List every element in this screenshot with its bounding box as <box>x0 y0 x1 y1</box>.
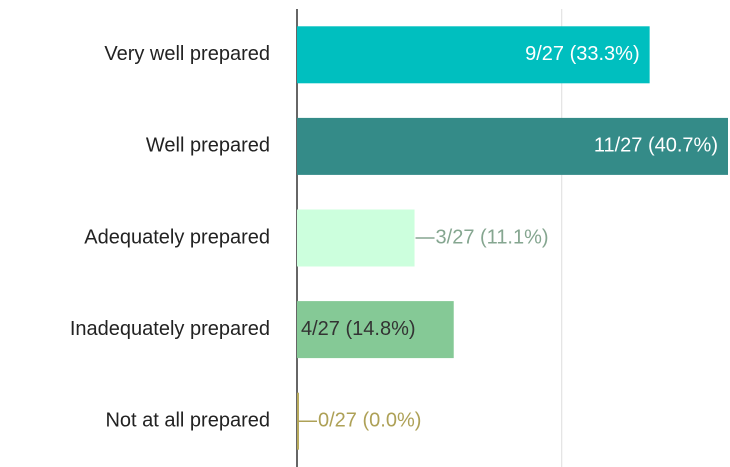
bar <box>297 209 415 267</box>
value-label: 11/27 (40.7%) <box>594 135 718 157</box>
bar <box>297 301 454 359</box>
category-label: Very well prepared <box>104 43 270 65</box>
value-label: 9/27 (33.3%) <box>525 43 640 65</box>
category-label: Well prepared <box>146 135 270 157</box>
value-label: 3/27 (11.1%) <box>436 226 549 248</box>
value-label: 4/27 (14.8%) <box>301 318 416 340</box>
category-label: Not at all prepared <box>105 409 270 431</box>
value-label: 0/27 (0.0%) <box>318 409 421 431</box>
category-label: Adequately prepared <box>84 226 270 248</box>
bar <box>297 117 728 175</box>
category-label: Inadequately prepared <box>70 318 270 340</box>
bar <box>297 26 650 84</box>
